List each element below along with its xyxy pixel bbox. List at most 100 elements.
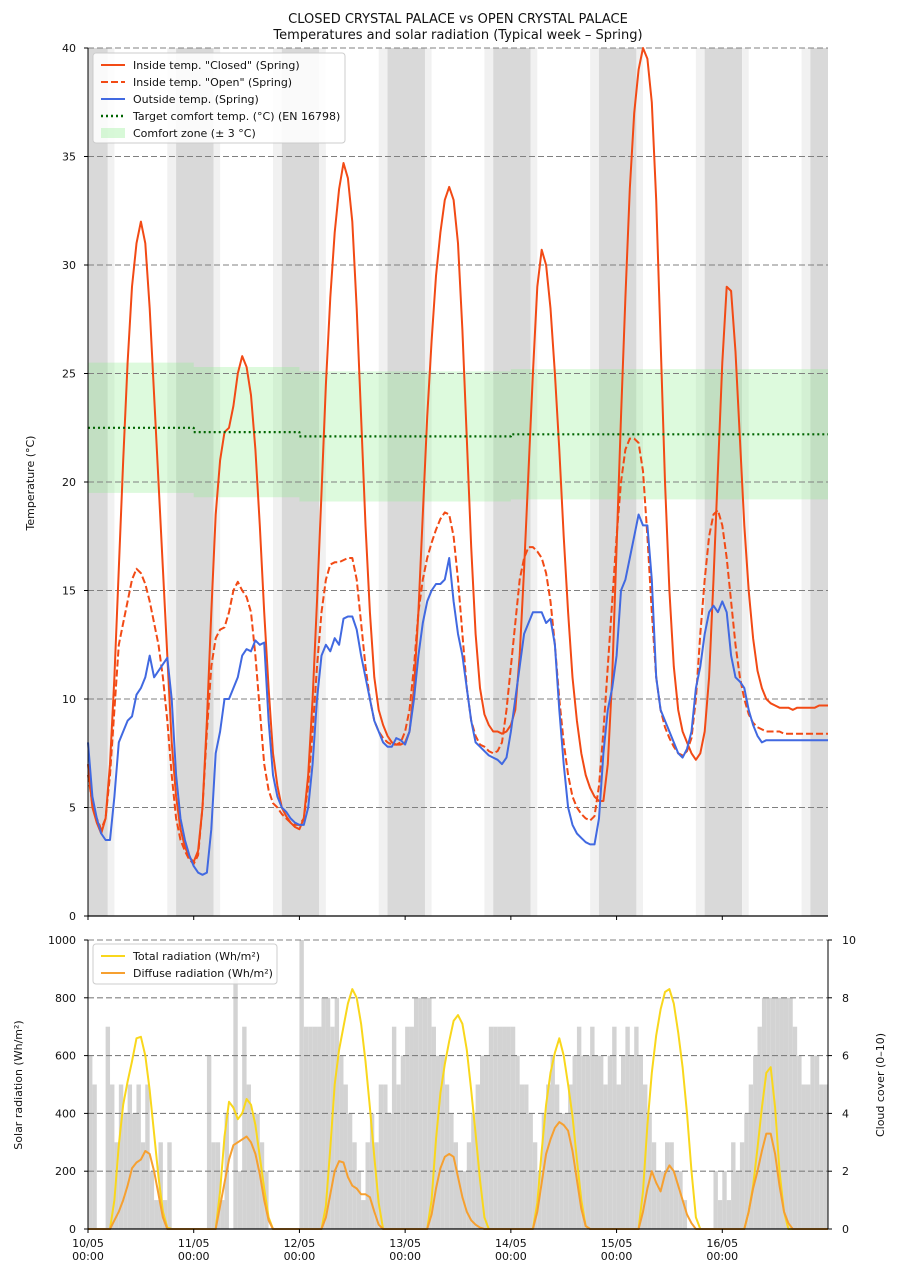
cloud-cover-bar bbox=[136, 1084, 141, 1229]
cloud-cover-bar bbox=[612, 1026, 617, 1229]
cloud-cover-bar bbox=[594, 1055, 599, 1229]
cloud-cover-bar bbox=[748, 1084, 754, 1229]
series-line-2 bbox=[87, 513, 828, 876]
cloud-cover-bar bbox=[431, 1026, 436, 1229]
y-tick-label: 1000 bbox=[48, 934, 76, 947]
temperature-axes: 0 5 10 15 20 25 30 35 40 bbox=[62, 42, 828, 923]
radiation-axes: 02004006008001000024681010/0500:0011/050… bbox=[48, 934, 856, 1263]
legend-label: Inside temp. "Closed" (Spring) bbox=[133, 59, 300, 72]
cloud-cover-bar bbox=[620, 1055, 626, 1229]
cloud-cover-bar bbox=[554, 1084, 560, 1229]
y2-tick-label: 8 bbox=[842, 992, 849, 1005]
cloud-cover-bar bbox=[524, 1084, 529, 1229]
cloud-cover-bar bbox=[343, 1084, 348, 1229]
legend-label: Comfort zone (± 3 °C) bbox=[133, 127, 256, 140]
y-tick-label: 5 bbox=[69, 802, 76, 815]
cloud-cover-bar bbox=[435, 1055, 441, 1229]
series-line-1 bbox=[87, 437, 828, 865]
x-tick-label: 11/05 bbox=[178, 1237, 210, 1250]
cloud-cover-bar bbox=[801, 1084, 806, 1229]
y2-tick-label: 4 bbox=[842, 1107, 849, 1120]
y2-tick-label: 0 bbox=[842, 1223, 849, 1236]
y-tick-label: 40 bbox=[62, 42, 76, 55]
radiation-panel: 02004006008001000024681010/0500:0011/050… bbox=[12, 934, 887, 1263]
y-tick-label: 30 bbox=[62, 259, 76, 272]
cloud-cover-bar bbox=[308, 1026, 313, 1229]
cloud-cover-bar bbox=[480, 1055, 485, 1229]
radiation-gridlines bbox=[88, 939, 828, 1172]
cloud-cover-bar bbox=[400, 1055, 406, 1229]
cloud-cover-bar bbox=[585, 1055, 591, 1229]
cloud-cover-bar bbox=[220, 1200, 225, 1229]
cloud-cover-bar bbox=[616, 1084, 621, 1229]
cloud-cover-bar bbox=[466, 1142, 472, 1229]
cloud-cover-bar bbox=[127, 1084, 133, 1229]
cloud-cover-bar bbox=[506, 1026, 511, 1229]
legend-label: Diffuse radiation (Wh/m²) bbox=[133, 967, 273, 980]
cloud-cover-bar bbox=[405, 1026, 410, 1229]
night-band bbox=[801, 48, 811, 916]
cloud-cover-bar bbox=[634, 1026, 639, 1229]
chart-title-line1: CLOSED CRYSTAL PALACE vs OPEN CRYSTAL PA… bbox=[288, 12, 628, 27]
cloud-cover-bar bbox=[391, 1026, 397, 1229]
y2-tick-label: 10 bbox=[842, 934, 856, 947]
cloud-cover-bar bbox=[598, 1055, 604, 1229]
cloud-cover-bar bbox=[246, 1084, 251, 1229]
cloud-cover-bar bbox=[792, 1026, 798, 1229]
cloud-cover-bar bbox=[145, 1084, 150, 1229]
legend-label: Total radiation (Wh/m²) bbox=[132, 950, 260, 963]
cloud-cover-bar bbox=[158, 1142, 163, 1229]
cloud-cover-bar bbox=[352, 1142, 357, 1229]
radiation-series bbox=[88, 988, 828, 1230]
cloud-cover-bar bbox=[462, 1171, 467, 1229]
cloud-cover-bar bbox=[427, 997, 432, 1229]
y-tick-label: 600 bbox=[55, 1050, 76, 1063]
cloud-cover-bar bbox=[669, 1142, 674, 1229]
x-tick-label: 00:00 bbox=[178, 1250, 210, 1263]
radiation-y-axis-label: Solar radiation (Wh/m²) bbox=[12, 1020, 25, 1149]
cloud-cover-bar bbox=[317, 1026, 322, 1229]
x-tick-label: 15/05 bbox=[601, 1237, 633, 1250]
cloud-cover-bar bbox=[118, 1084, 124, 1229]
cloud-cover-bar bbox=[88, 1055, 93, 1229]
cloud-cover-bar bbox=[546, 1084, 551, 1229]
cloud-cover-bar bbox=[651, 1142, 657, 1229]
x-tick-label: 14/05 bbox=[495, 1237, 527, 1250]
legend-label: Outside temp. (Spring) bbox=[133, 93, 259, 106]
cloud-cover-bar bbox=[731, 1142, 736, 1229]
cloud-cover-bar bbox=[383, 1084, 388, 1229]
cloud-cover-bar bbox=[682, 1200, 688, 1229]
temperature-legend: Inside temp. "Closed" (Spring) Inside tem… bbox=[92, 52, 346, 144]
cloud-cover-bar bbox=[396, 1084, 401, 1229]
cloud-cover-bar bbox=[365, 1142, 370, 1229]
cloud-cover-bar bbox=[211, 1142, 216, 1229]
cloud-cover-bar bbox=[823, 1084, 828, 1229]
cloud-cover-bar bbox=[805, 1084, 811, 1229]
cloud-cover-bar bbox=[325, 997, 331, 1229]
cloud-cover-bar bbox=[753, 1055, 758, 1229]
cloud-cover-bar bbox=[105, 1026, 111, 1229]
cloud-cover-bar bbox=[638, 1055, 643, 1229]
cloud-cover-bar bbox=[532, 1142, 538, 1229]
cloud-cover-bar bbox=[409, 1026, 414, 1229]
cloud-cover-bar bbox=[550, 1055, 555, 1229]
night-band bbox=[378, 48, 388, 916]
cloud-cover-bar bbox=[361, 1200, 366, 1229]
cloud-cover-bar bbox=[233, 968, 238, 1229]
cloud-cover-bar bbox=[590, 1026, 595, 1229]
cloud-cover-bar bbox=[576, 1026, 582, 1229]
cloud-cover-bar bbox=[739, 1142, 745, 1229]
cloud-cover-bar bbox=[607, 1055, 613, 1229]
x-tick-label: 12/05 bbox=[284, 1237, 316, 1250]
cloud-cover-bar bbox=[497, 1026, 503, 1229]
x-tick-label: 16/05 bbox=[706, 1237, 738, 1250]
cloud-cover-bar bbox=[625, 1026, 630, 1229]
y-tick-label: 15 bbox=[62, 585, 76, 598]
cloud-cover-bar bbox=[678, 1171, 683, 1229]
cloud-cover-bar bbox=[444, 1084, 450, 1229]
cloud-cover-bar bbox=[722, 1171, 727, 1229]
cloud-cover-bar bbox=[162, 1200, 168, 1229]
radiation-line-1 bbox=[88, 1121, 828, 1230]
cloud-cover-bar bbox=[717, 1200, 723, 1229]
